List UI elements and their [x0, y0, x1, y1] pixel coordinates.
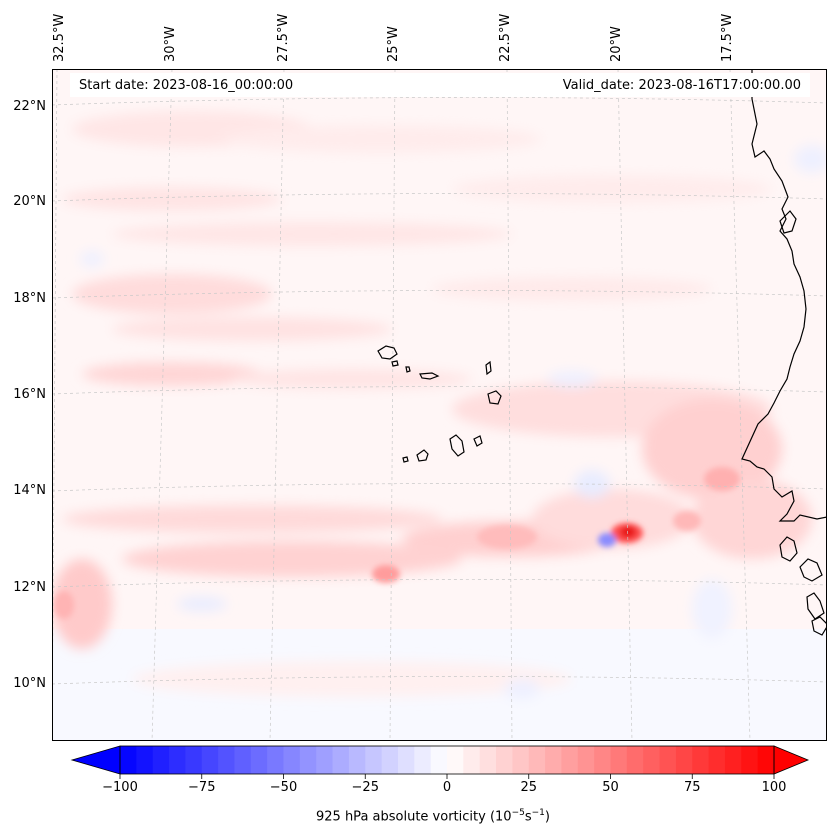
colorbar-cell	[299, 746, 317, 774]
colorbar-cell	[348, 746, 366, 774]
colorbar-arrow-right	[773, 745, 810, 775]
colorbar-cell	[594, 746, 612, 774]
colorbar-cell	[528, 746, 546, 774]
lat-label-10n: 10°N	[13, 676, 46, 691]
colorbar-tick-0: −100	[102, 780, 138, 795]
valid-date-label: Valid_date: 2023-08-16T17:00:00.00	[562, 78, 801, 93]
colorbar-cell	[414, 746, 432, 774]
map-frame	[52, 69, 827, 741]
colorbar-tick-5: 25	[520, 780, 538, 795]
colorbar-cell	[659, 746, 677, 774]
colorbar-cell	[692, 746, 710, 774]
lat-label-20n: 20°N	[13, 194, 46, 209]
colorbar-cell	[185, 746, 203, 774]
lon-label-20w: 20°W	[609, 26, 624, 62]
colorbar-cell	[675, 746, 693, 774]
colorbar	[70, 745, 810, 779]
colorbar-cell	[250, 746, 268, 774]
colorbar-cell	[316, 746, 334, 774]
vorticity-contours	[52, 111, 827, 699]
colorbar-cell	[120, 746, 137, 774]
colorbar-cell	[283, 746, 301, 774]
colorbar-cell	[626, 746, 644, 774]
colorbar-cell	[643, 746, 661, 774]
lon-label-27-5w: 27.5°W	[276, 13, 291, 62]
colorbar-tick-8: 100	[761, 780, 787, 795]
colorbar-cell	[610, 746, 628, 774]
lon-label-25w: 25°W	[386, 26, 401, 62]
colorbar-tick-3: −25	[351, 780, 379, 795]
colorbar-cell	[152, 746, 170, 774]
colorbar-cell	[724, 746, 742, 774]
colorbar-cell	[561, 746, 579, 774]
colorbar-cell	[741, 746, 759, 774]
colorbar-cell	[201, 746, 219, 774]
lat-label-14n: 14°N	[13, 483, 46, 498]
graticule	[52, 69, 827, 741]
lat-label-16n: 16°N	[13, 387, 46, 402]
colorbar-tick-2: −50	[269, 780, 298, 795]
colorbar-cell	[234, 746, 252, 774]
lon-label-17-5w: 17.5°W	[720, 13, 735, 62]
colorbar-cell	[708, 746, 726, 774]
colorbar-cell	[479, 746, 497, 774]
lat-label-18n: 18°N	[13, 291, 46, 306]
lat-label-22n: 22°N	[13, 99, 46, 114]
lon-label-22-5w: 22.5°W	[498, 13, 513, 62]
colorbar-arrow-left	[70, 745, 121, 775]
colorbar-cell	[381, 746, 399, 774]
colorbar-tick-6: 50	[602, 780, 619, 795]
colorbar-tick-4: 0	[442, 780, 452, 795]
info-box	[70, 73, 810, 97]
colorbar-tick-7: 75	[683, 780, 701, 795]
colorbar-cell	[463, 746, 481, 774]
africa-coastline	[741, 69, 827, 741]
colorbar-cell	[218, 746, 236, 774]
colorbar-cell	[430, 746, 448, 774]
colorbar-tick-labels: −100 −75 −50 −25 0 25 50 75 100	[0, 780, 837, 798]
colorbar-cell	[332, 746, 350, 774]
colorbar-cell	[757, 746, 775, 774]
colorbar-cell	[512, 746, 530, 774]
colorbar-cell	[447, 746, 464, 774]
colorbar-cell	[365, 746, 383, 774]
start-date-label: Start date: 2023-08-16_00:00:00	[79, 78, 294, 93]
lon-label-30w: 30°W	[163, 26, 178, 62]
colorbar-cell	[545, 746, 563, 774]
colorbar-cell	[397, 746, 415, 774]
colorbar-label: 925 hPa absolute vorticity (10−5s−1)	[316, 808, 550, 825]
lon-label-32-5w: 32.5°W	[52, 13, 67, 62]
colorbar-cell	[496, 746, 513, 774]
cape-verde-islands	[377, 345, 502, 463]
colorbar-cell	[169, 746, 186, 774]
colorbar-cell	[267, 746, 285, 774]
lat-label-12n: 12°N	[13, 580, 46, 595]
colorbar-cell	[577, 746, 595, 774]
vorticity-map[interactable]	[52, 69, 827, 741]
colorbar-cell	[136, 746, 154, 774]
colorbar-tick-1: −75	[188, 780, 216, 795]
